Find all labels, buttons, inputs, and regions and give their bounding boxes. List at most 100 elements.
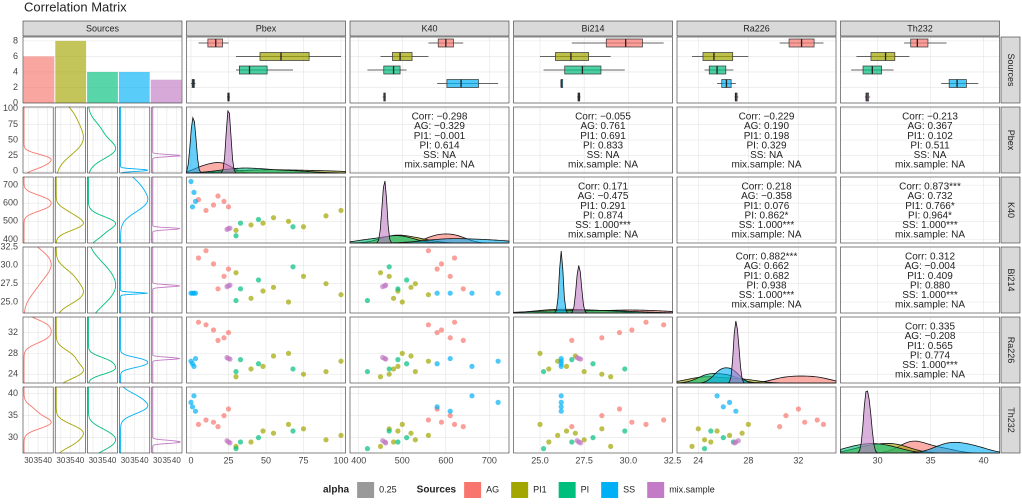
- point: [377, 270, 384, 276]
- strip: [186, 20, 346, 37]
- point: [210, 327, 217, 333]
- correlation-text: SS: NA: [914, 150, 947, 161]
- point: [191, 189, 197, 195]
- correlation-text: SS: 1.000***: [902, 220, 958, 231]
- point: [689, 443, 695, 449]
- density-area: [513, 309, 673, 314]
- strip: [22, 20, 183, 37]
- panel-border: [840, 176, 1000, 244]
- point: [237, 439, 244, 445]
- panel-border: [151, 106, 183, 174]
- point: [383, 282, 389, 288]
- y-tick-label: 400: [3, 234, 18, 244]
- correlation-text: PI1: 0.691: [580, 131, 626, 142]
- point: [338, 432, 344, 438]
- density-line: [23, 386, 52, 453]
- point: [285, 218, 292, 224]
- point: [210, 202, 217, 208]
- correlation-text: SS: 1.000***: [902, 360, 958, 371]
- point: [390, 366, 397, 372]
- panel-border: [840, 316, 1000, 384]
- point: [377, 374, 384, 380]
- point: [255, 277, 262, 283]
- correlation-text: mix.sample: NA: [568, 230, 638, 241]
- panel-border: [151, 246, 183, 314]
- point: [210, 419, 217, 425]
- point: [192, 198, 199, 205]
- correlation-text: PI: 0.880: [910, 280, 950, 291]
- y-tick-label: 27.5: [0, 278, 18, 288]
- chart-title: Correlation Matrix: [24, 0, 127, 14]
- x-tick-label: 400: [351, 455, 366, 465]
- point: [227, 440, 233, 446]
- panel-border: [151, 316, 183, 384]
- point: [495, 358, 501, 364]
- point: [395, 286, 401, 292]
- density-line: [120, 247, 148, 313]
- x-tick-label: 28: [743, 455, 753, 465]
- point: [386, 273, 392, 279]
- panel-border: [151, 176, 183, 244]
- point: [237, 357, 244, 363]
- panel-border: [119, 316, 151, 384]
- correlation-text: PI1: 0.102: [907, 131, 953, 142]
- density-line: [120, 107, 148, 174]
- row-strip-label: Pbex: [1006, 130, 1016, 151]
- point: [434, 404, 440, 410]
- point: [558, 399, 564, 405]
- point: [814, 417, 820, 423]
- correlation-text: AG: 0.732: [907, 191, 952, 202]
- y-tick-label: 2: [13, 82, 18, 92]
- correlation-text: Corr: −0.055: [575, 112, 631, 123]
- x-tick-label: 600: [438, 455, 453, 465]
- point: [590, 361, 596, 367]
- panel-border: [119, 246, 151, 314]
- panel-border: [513, 36, 673, 104]
- point: [285, 421, 292, 427]
- point: [338, 207, 344, 214]
- correlation-text: PI1: 0.565: [907, 341, 953, 352]
- panel-border: [87, 246, 118, 314]
- density-line: [55, 317, 84, 384]
- correlation-text: mix.sample: NA: [895, 160, 965, 171]
- correlation-text: AG: −0.475: [578, 191, 629, 202]
- legend-key: [558, 482, 576, 498]
- y-tick-label: 700: [3, 180, 18, 190]
- correlation-text: PI1: 0.682: [744, 271, 790, 282]
- point: [270, 430, 277, 436]
- point: [720, 435, 726, 441]
- bar: [87, 71, 118, 103]
- panel-border: [513, 176, 673, 244]
- correlation-text: PI1: 0.766*: [905, 201, 955, 212]
- point: [546, 439, 552, 445]
- y-tick-label: 30.0: [0, 260, 18, 270]
- point: [460, 286, 466, 292]
- x-tick-label: 32.5: [664, 455, 682, 465]
- x-tick-label: 30: [24, 456, 33, 465]
- density-area: [513, 265, 673, 314]
- panel-border: [349, 316, 510, 384]
- point: [255, 361, 262, 367]
- point: [221, 335, 227, 341]
- point: [558, 408, 564, 414]
- density-line: [55, 177, 84, 244]
- point: [555, 432, 561, 438]
- y-tick-label: 600: [3, 198, 18, 208]
- correlation-text: Corr: 0.873***: [899, 182, 961, 193]
- correlation-text: Corr: 0.882***: [736, 252, 798, 263]
- point: [708, 439, 714, 445]
- correlation-text: PI1: 0.076: [744, 201, 790, 212]
- point: [377, 443, 384, 449]
- point: [188, 290, 194, 296]
- point: [192, 408, 199, 414]
- bar: [23, 56, 55, 103]
- point: [248, 366, 254, 372]
- y-tick-label: 35: [8, 410, 18, 420]
- x-tick-label: 35: [34, 456, 43, 465]
- point: [425, 417, 432, 423]
- point: [412, 437, 418, 443]
- point: [285, 299, 292, 305]
- point: [225, 406, 232, 412]
- point: [558, 355, 564, 362]
- x-tick-label: 35: [926, 455, 936, 465]
